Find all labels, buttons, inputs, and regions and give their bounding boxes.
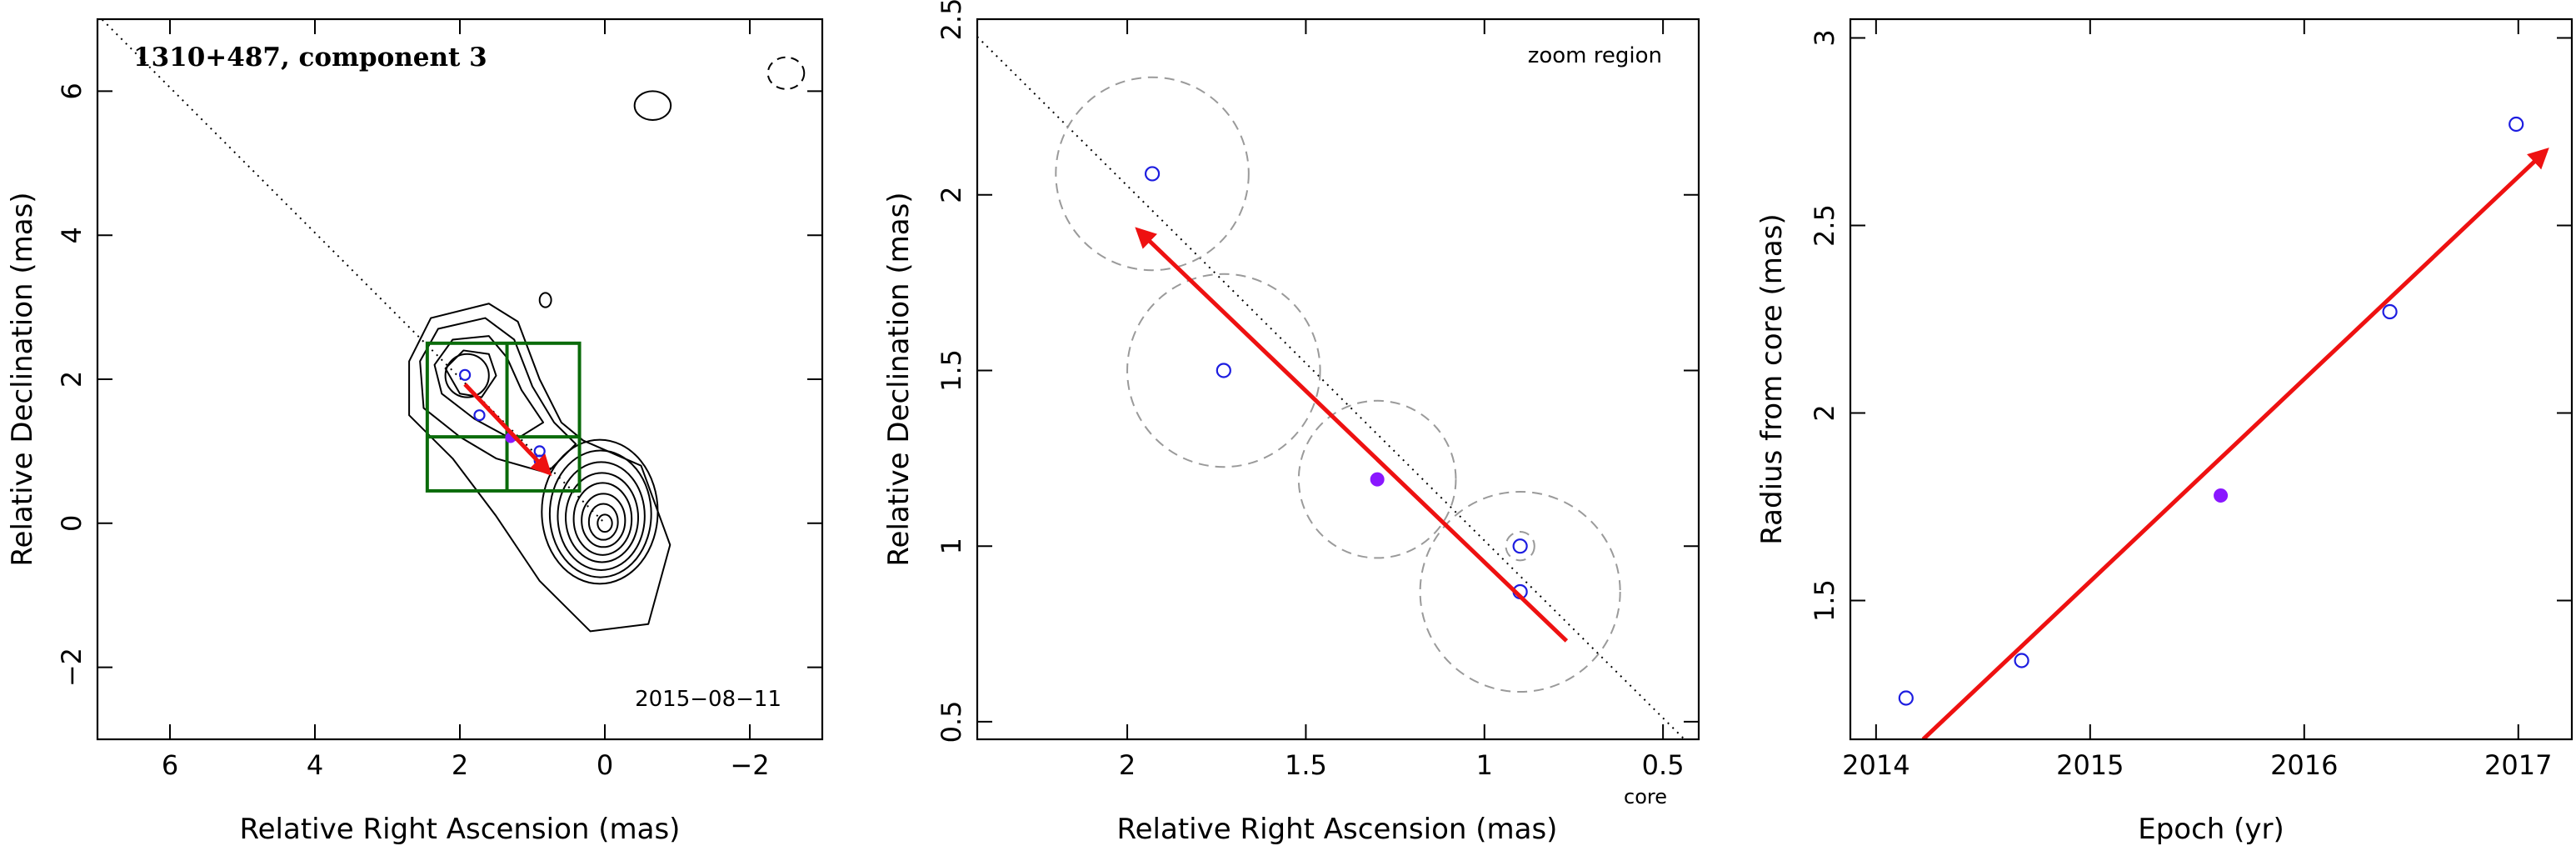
y-tick-label: 2.5 <box>936 0 967 40</box>
panel-contour-map-plot-area <box>100 19 806 633</box>
y-tick-label: 6 <box>56 83 87 99</box>
panel-contour-map-y-axis-label: Relative Declination (mas) <box>6 192 39 566</box>
y-tick-label: 3 <box>1809 29 1840 46</box>
contour-line <box>565 472 640 563</box>
panel-contour-map-tick-labels: 6 4 2 0 −2 −2 0 2 4 6 <box>56 83 770 781</box>
x-tick-label: 2 <box>452 749 468 781</box>
y-tick-label: 2 <box>56 371 87 388</box>
x-tick-label: 1 <box>1476 749 1493 781</box>
y-tick-label: 1.5 <box>936 349 967 392</box>
panel-contour-map-title: 1310+487, component 3 <box>133 43 487 73</box>
x-tick-label: 4 <box>307 749 323 781</box>
x-tick-label: 0.5 <box>1642 749 1685 781</box>
panel-zoom-region-y-axis-label: Relative Declination (mas) <box>882 192 916 566</box>
zoom-box <box>425 341 582 493</box>
data-point-filled <box>1370 472 1385 487</box>
data-point <box>1898 690 1914 706</box>
contour-line <box>538 292 552 308</box>
contour-line <box>597 513 613 533</box>
y-tick-label: 1 <box>936 538 967 554</box>
panel-zoom-region-plot-area <box>977 36 1685 739</box>
data-point-filled <box>2214 488 2229 503</box>
data-point <box>473 409 486 422</box>
y-tick-label: 1.5 <box>1809 579 1840 622</box>
contour-line <box>419 317 577 474</box>
panel-zoom-region-frame <box>976 18 1700 741</box>
y-tick-label: −2 <box>56 648 87 687</box>
panel-contour-map-x-axis-label: Relative Right Ascension (mas) <box>240 813 681 846</box>
contour-line <box>557 461 646 571</box>
x-tick-label: 2015 <box>2056 749 2124 781</box>
contour-line <box>444 349 497 398</box>
y-tick-label: 2 <box>1809 404 1840 421</box>
reference-line <box>100 19 606 524</box>
position-uncertainty-circle <box>1297 399 1457 559</box>
panel-contour-map-frame <box>96 18 824 741</box>
x-tick-label: 2 <box>1119 749 1136 781</box>
x-tick-label: 1.5 <box>1285 749 1327 781</box>
fit-arrow <box>1921 148 2549 739</box>
beam-ellipse <box>766 56 806 90</box>
position-uncertainty-circle <box>1419 490 1621 693</box>
panel-zoom-region: 2 1.5 1 0.5 0.5 1 1.5 2 2.5 zoom region core Rel… <box>882 0 1700 846</box>
motion-vector-arrow <box>463 383 552 476</box>
data-point <box>2382 303 2398 320</box>
panel-contour-map-date-label: 2015−08−11 <box>635 687 781 712</box>
contour-line <box>633 90 672 121</box>
position-uncertainty-circle <box>1126 273 1321 468</box>
reference-line <box>977 36 1685 739</box>
panel-contour-map-ticks <box>97 19 822 739</box>
panel-radius-vs-epoch-tick-labels: 2014 2015 2016 2017 1.5 2 2.5 3 <box>1809 29 2552 781</box>
y-tick-label: 4 <box>56 227 87 243</box>
y-tick-label: 0 <box>56 515 87 532</box>
contour-line <box>581 493 627 548</box>
contour-line <box>444 353 490 398</box>
contour-line <box>408 303 671 633</box>
panel-contour-map: 6 4 2 0 −2 −2 0 2 4 6 1310+487, component 3 2015−… <box>6 18 824 846</box>
panel-zoom-region-core-label: core <box>1624 785 1667 808</box>
panel-radius-vs-epoch-ticks <box>1850 19 2572 739</box>
x-tick-label: 2017 <box>2484 749 2552 781</box>
position-uncertainty-circle <box>1055 76 1250 272</box>
data-point <box>2014 653 2029 668</box>
panel-zoom-region-annotation: zoom region <box>1528 43 1662 68</box>
y-tick-label: 0.5 <box>936 700 967 743</box>
x-tick-label: −2 <box>730 749 769 781</box>
panel-radius-vs-epoch-plot-area <box>1898 116 2549 739</box>
position-uncertainty-circle <box>1505 531 1535 562</box>
data-point <box>458 368 472 381</box>
panel-radius-vs-epoch-y-axis-label: Radius from core (mas) <box>1755 213 1789 544</box>
data-point <box>2509 116 2524 133</box>
panel-radius-vs-epoch-frame <box>1849 18 2574 741</box>
contour-line <box>541 438 659 585</box>
panel-zoom-region-ticks <box>977 18 1699 739</box>
panel-zoom-region-x-axis-label: Relative Right Ascension (mas) <box>1117 813 1558 846</box>
contour-line <box>572 482 633 556</box>
panel-radius-vs-epoch-x-axis-label: Epoch (yr) <box>2138 813 2284 846</box>
contour-line <box>548 449 652 578</box>
panel-zoom-region-tick-labels: 2 1.5 1 0.5 0.5 1 1.5 2 2.5 <box>936 0 1685 781</box>
panel-radius-vs-epoch: 2014 2015 2016 2017 1.5 2 2.5 3 Epoch (yr) Radi… <box>1755 18 2574 846</box>
y-tick-label: 2.5 <box>1809 204 1840 247</box>
y-tick-label: 2 <box>936 187 967 203</box>
x-tick-label: 2016 <box>2270 749 2338 781</box>
x-tick-label: 0 <box>597 749 613 781</box>
x-tick-label: 2014 <box>1842 749 1910 781</box>
x-tick-label: 6 <box>162 749 178 781</box>
contour-line <box>433 335 545 442</box>
contour-line <box>587 503 619 541</box>
motion-vector-arrow <box>1135 227 1569 643</box>
data-point <box>1512 538 1528 554</box>
data-point <box>1144 166 1161 182</box>
data-point <box>1216 363 1231 378</box>
